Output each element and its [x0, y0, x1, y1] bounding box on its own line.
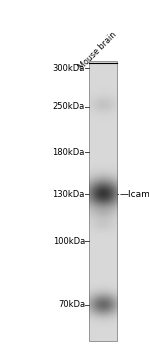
Text: —Icam5: —Icam5	[119, 190, 149, 199]
Text: 250kDa: 250kDa	[53, 102, 85, 111]
Text: Mouse brain: Mouse brain	[77, 30, 119, 72]
Text: 130kDa: 130kDa	[53, 190, 85, 199]
Text: 70kDa: 70kDa	[58, 300, 85, 309]
Bar	[89, 61, 117, 341]
Text: 100kDa: 100kDa	[53, 237, 85, 246]
Text: 180kDa: 180kDa	[53, 148, 85, 157]
Text: 300kDa: 300kDa	[53, 64, 85, 73]
